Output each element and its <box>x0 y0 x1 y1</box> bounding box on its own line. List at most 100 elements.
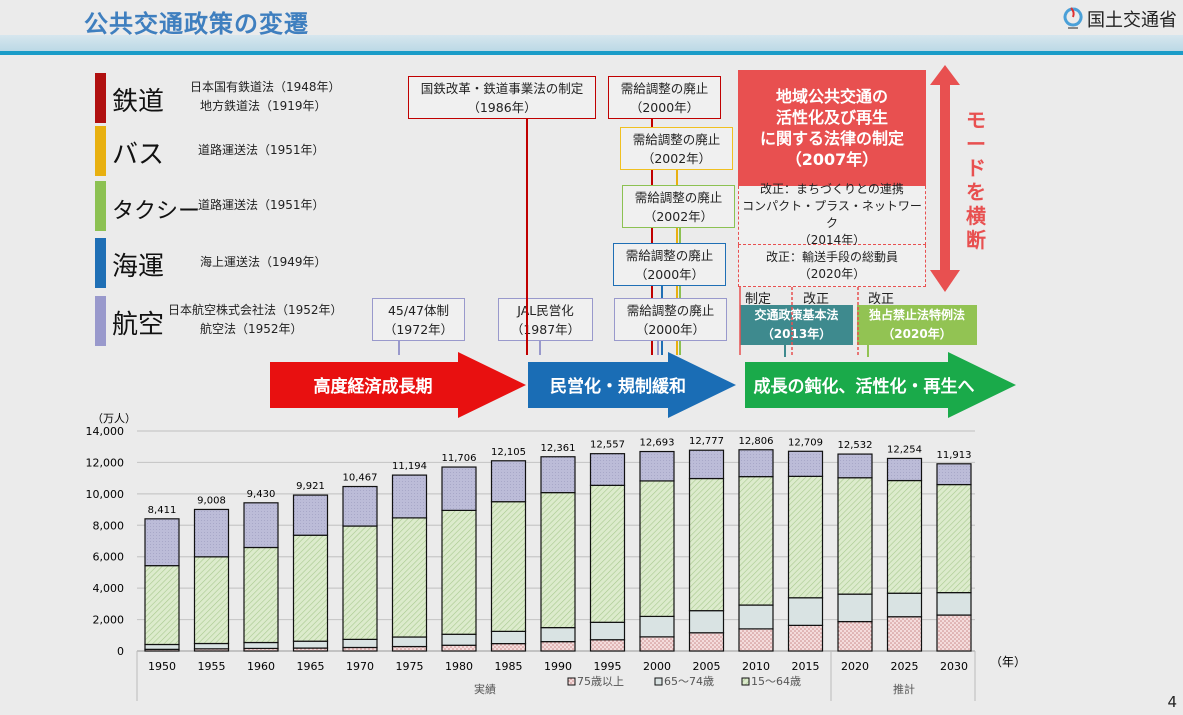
event-text: 国鉄改革・鉄道事業法の制定 <box>420 80 584 96</box>
bar-segment <box>391 517 428 638</box>
bar-segment <box>886 479 923 594</box>
legend-label: 65〜74歳 <box>664 675 714 688</box>
bar-segment <box>540 456 576 494</box>
x-tick-label: 1980 <box>445 660 473 673</box>
total-label: 12,777 <box>689 436 724 447</box>
event-text: 需給調整の廃止 <box>634 189 723 205</box>
bar-segment <box>540 627 576 643</box>
bar-segment <box>243 502 279 549</box>
bar-segment <box>738 449 774 478</box>
bar-segment <box>787 597 824 626</box>
event-amend-2020: 改正：輸送手段の総動員 （2020年） <box>738 245 926 287</box>
bar-segment <box>342 485 378 527</box>
phase-arrow-1 <box>270 352 526 418</box>
event-year: （2007年） <box>785 150 879 169</box>
total-label: 12,693 <box>640 438 675 449</box>
population-chart: 0 2,000 4,000 6,000 8,000 10,000 12,000 14,000 8… <box>86 412 1026 701</box>
bar-segment <box>639 615 675 638</box>
y-tick-label: 4,000 <box>93 582 125 595</box>
event-amend-2014: 改正：まちづくりとの連携 コンパクト・プラス・ネットワーク （2014年） <box>738 182 926 247</box>
phase-arrows: 高度経済成長期 民営化・規制緩和 成長の鈍化、活性化・再生へ <box>270 352 1016 418</box>
total-label: 9,430 <box>247 489 276 500</box>
bar-segment <box>837 593 873 623</box>
total-label: 12,806 <box>739 436 774 447</box>
mode-color-bar <box>95 126 106 176</box>
x-unit-label: （年） <box>990 655 1026 669</box>
event-text: 独占禁止法特例法 <box>868 308 965 322</box>
bar-segment <box>490 460 527 503</box>
bar-segment <box>589 639 626 652</box>
phase-label: 高度経済成長期 <box>314 376 433 397</box>
y-tick-label: 6,000 <box>93 551 125 564</box>
law-text: 道路運送法（1951年） <box>198 143 325 157</box>
mode-color-bar <box>95 238 106 288</box>
x-tick-label: 1970 <box>346 660 374 673</box>
x-tick-label: 1950 <box>148 660 176 673</box>
law-text: 航空法（1952年） <box>200 322 303 336</box>
event-taxi-dereg: 需給調整の廃止 （2002年） <box>622 185 735 228</box>
y-tick-label: 14,000 <box>86 425 125 438</box>
event-text: 地域公共交通の <box>775 87 888 106</box>
legend-label: 75歳以上 <box>577 675 624 688</box>
event-bus-dereg: 需給調整の廃止 （2002年） <box>620 127 733 170</box>
event-year: （1987年） <box>510 321 581 337</box>
bar-segment <box>292 494 329 536</box>
bar-segment <box>144 643 180 650</box>
total-label: 9,008 <box>197 495 226 506</box>
bar-segment <box>738 628 774 652</box>
phase-arrow-3 <box>745 352 1016 418</box>
law-text: 日本航空株式会社法（1952年） <box>168 303 343 317</box>
x-tick-label: 2000 <box>643 660 671 673</box>
event-year: （2000年） <box>634 266 705 282</box>
bar-segment <box>490 630 527 645</box>
event-text: 需給調整の廃止 <box>626 302 715 318</box>
bar-segment <box>936 463 972 486</box>
bar-segment <box>490 642 527 652</box>
event-text: 需給調整の廃止 <box>625 247 714 263</box>
total-label: 12,105 <box>491 447 526 458</box>
event-year: （1986年） <box>467 99 537 115</box>
event-antitrust: 独占禁止法特例法 （2020年） <box>857 305 977 345</box>
event-text: 改正：輸送手段の総動員 <box>765 249 898 264</box>
event-text: JAL民営化 <box>517 302 574 318</box>
event-text: 需給調整の廃止 <box>620 80 709 96</box>
x-tick-label: 2010 <box>742 660 770 673</box>
bar-segment <box>144 565 180 646</box>
total-label: 11,706 <box>442 453 477 464</box>
x-tick-label: 2015 <box>792 660 820 673</box>
group-label: 実績 <box>474 682 496 696</box>
bar-segment <box>441 633 477 646</box>
bar-segment <box>441 644 477 652</box>
x-tick-label: 2025 <box>891 660 919 673</box>
event-sea-dereg: 需給調整の廃止 （2000年） <box>613 243 726 286</box>
legend-label: 15〜64歳 <box>751 675 801 688</box>
bar-segment <box>193 642 230 650</box>
mode-name: タクシー <box>112 199 201 224</box>
bar-segment <box>787 624 824 652</box>
event-text: 需給調整の廃止 <box>632 131 721 147</box>
mode-name: 航空 <box>112 310 165 340</box>
bar-segment <box>540 492 576 629</box>
y-tick-label: 10,000 <box>86 488 125 501</box>
total-label: 12,361 <box>541 443 576 454</box>
phase-label: 成長の鈍化、活性化・再生へ <box>754 376 975 397</box>
phase-arrow-2 <box>528 352 736 418</box>
bar-segment <box>589 621 626 641</box>
event-regional-act: 地域公共交通の 活性化及び再生 に関する法律の制定 （2007年） <box>738 70 926 186</box>
event-text: 活性化及び再生 <box>775 108 888 127</box>
bar-segment <box>193 556 230 645</box>
event-year: （2002年） <box>641 150 712 166</box>
bar-segment <box>441 509 477 635</box>
event-text: 45/47体制 <box>387 302 450 318</box>
event-text: に関する法律の制定 <box>759 129 904 148</box>
mode-color-bar <box>95 296 106 346</box>
bar-segment <box>639 636 675 652</box>
connector-line <box>679 228 681 355</box>
bar-segment <box>738 476 774 606</box>
bar-segment <box>391 474 428 519</box>
x-tick-label: 2005 <box>693 660 721 673</box>
bar-segment <box>688 610 725 634</box>
event-text: コンパクト・プラス・ネットワーク <box>742 199 922 230</box>
event-year: （2020年） <box>882 327 952 341</box>
legend-swatch <box>654 677 663 686</box>
